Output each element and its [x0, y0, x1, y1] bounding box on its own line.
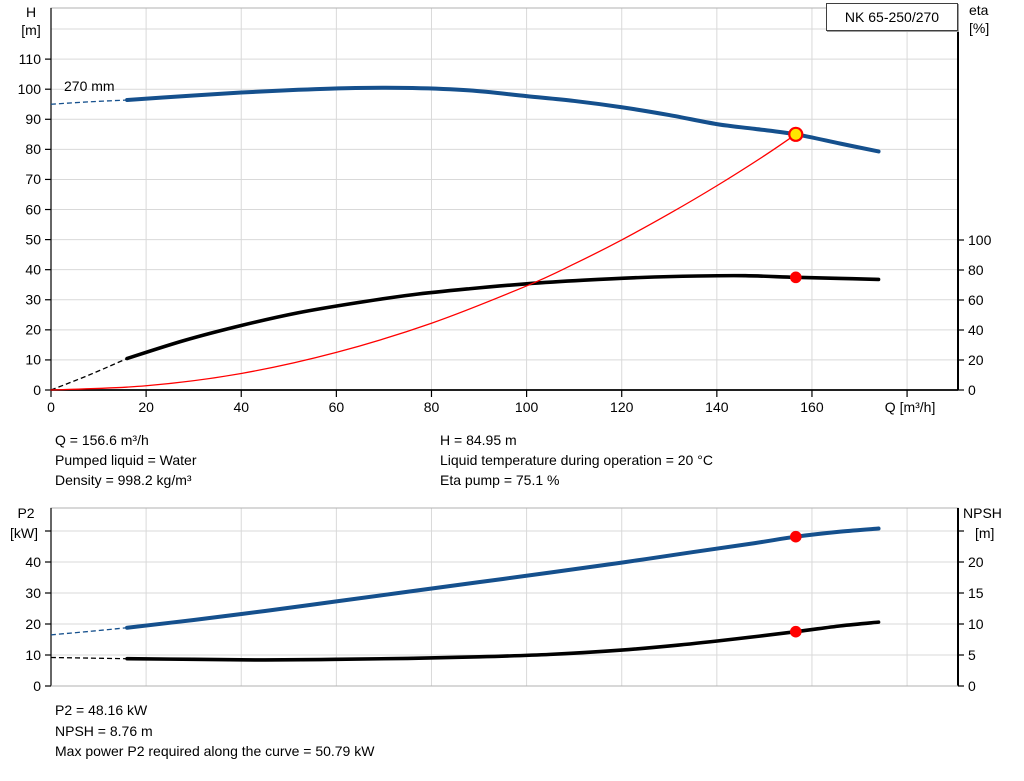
y-right-axis-unit: [m] [975, 525, 994, 541]
tick-label-right: 5 [968, 647, 976, 663]
duty-head-text: H = 84.95 m [440, 432, 517, 448]
tick-label-right: 80 [968, 262, 984, 278]
tick-label-right: 10 [968, 616, 984, 632]
p2-text: P2 = 48.16 kW [55, 702, 148, 718]
tick-label-x: 40 [233, 399, 249, 415]
tick-label-left: 110 [19, 51, 42, 67]
tick-label-right: 0 [968, 678, 976, 694]
y-right-axis-title: NPSH [963, 505, 1002, 521]
tick-label-left: 60 [25, 201, 41, 217]
p2-curve-dashed-lead [50, 627, 128, 636]
tick-label-left: 10 [25, 647, 41, 663]
tick-label-x: 100 [515, 399, 539, 415]
y-left-axis-unit: [m] [21, 22, 40, 38]
efficiency-curve [125, 273, 881, 361]
y-left-axis-title: P2 [17, 505, 34, 521]
power-npsh-info: P2 = 48.16 kW NPSH = 8.76 m Max power P2… [55, 700, 374, 762]
pump-model-box: NK 65-250/270 [826, 3, 958, 31]
tick-label-x: 120 [610, 399, 634, 415]
qh-eta-chart: 0 10 20 30 40 50 60 70 80 90 100 110 0 20 40 60 80 100 0 20… [18, 2, 992, 415]
npsh-text: NPSH = 8.76 m [55, 722, 153, 739]
tick-label-left: 20 [25, 616, 41, 632]
pumped-liquid-text: Pumped liquid = Water [55, 452, 197, 468]
tick-label-left: 0 [33, 678, 41, 694]
x-axis-title: Q [m³/h] [885, 399, 936, 415]
tick-label-left: 90 [25, 111, 41, 127]
tick-label-x: 20 [138, 399, 154, 415]
y-left-axis-title: H [26, 4, 36, 20]
tick-label-right: 20 [968, 352, 984, 368]
tick-label-x: 60 [329, 399, 345, 415]
tick-label-left: 100 [18, 81, 42, 97]
tick-label-right: 0 [968, 382, 976, 398]
duty-info-left: Q = 156.6 m³/h Pumped liquid = Water Den… [55, 430, 197, 490]
duty-flow-text: Q = 156.6 m³/h [55, 432, 149, 448]
tick-label-left: 40 [25, 261, 41, 277]
system-curve [50, 133, 797, 391]
tick-label-right: 15 [968, 585, 984, 601]
tick-label-left: 30 [25, 292, 41, 308]
npsh-point-marker [789, 625, 802, 638]
max-power-text: Max power P2 required along the curve = … [55, 743, 375, 759]
p2-point-marker [789, 530, 802, 543]
efficiency-point-marker [789, 271, 802, 284]
npsh-curve-dashed-lead [50, 656, 128, 660]
y-right-axis-title: eta [969, 2, 989, 18]
tick-label-left: 30 [25, 585, 41, 601]
tick-label-x: 140 [705, 399, 729, 415]
tick-label-right: 20 [968, 554, 984, 570]
plot-border [50, 7, 959, 391]
npsh-curve [125, 620, 881, 662]
tick-label-right: 40 [968, 322, 984, 338]
tick-label-x: 160 [800, 399, 824, 415]
y-left-axis-unit: [kW] [10, 525, 38, 541]
tick-label-left: 80 [25, 141, 41, 157]
pump-head-curve [125, 85, 881, 154]
tick-label-left: 70 [25, 171, 41, 187]
eta-pump-text: Eta pump = 75.1 % [440, 472, 560, 488]
tick-label-left: 40 [25, 554, 41, 570]
tick-label-left: 0 [33, 382, 41, 398]
duty-info-right: H = 84.95 m Liquid temperature during op… [440, 430, 713, 490]
efficiency-curve-dashed-lead [50, 357, 128, 391]
y-right-axis-unit: [%] [969, 20, 989, 36]
pump-model-label: NK 65-250/270 [844, 9, 940, 25]
liquid-temperature-text: Liquid temperature during operation = 20… [440, 452, 713, 468]
tick-label-left: 50 [25, 231, 41, 247]
tick-label-left: 20 [25, 322, 41, 338]
tick-label-right: 60 [968, 292, 984, 308]
curve-size-label: 270 mm [64, 78, 115, 94]
tick-label-right: 100 [968, 232, 992, 248]
tick-label-x: 0 [47, 399, 55, 415]
p2-npsh-chart: 0 10 20 30 40 0 5 10 15 20 P2 [kW] NPSH [m] [10, 505, 1002, 694]
tick-label-left: 10 [25, 352, 41, 368]
tick-label-x: 80 [424, 399, 440, 415]
pump-head-curve-dashed-lead [50, 99, 128, 105]
density-text: Density = 998.2 kg/m³ [55, 472, 192, 488]
duty-point-marker[interactable] [788, 126, 804, 142]
p2-curve [125, 526, 881, 630]
